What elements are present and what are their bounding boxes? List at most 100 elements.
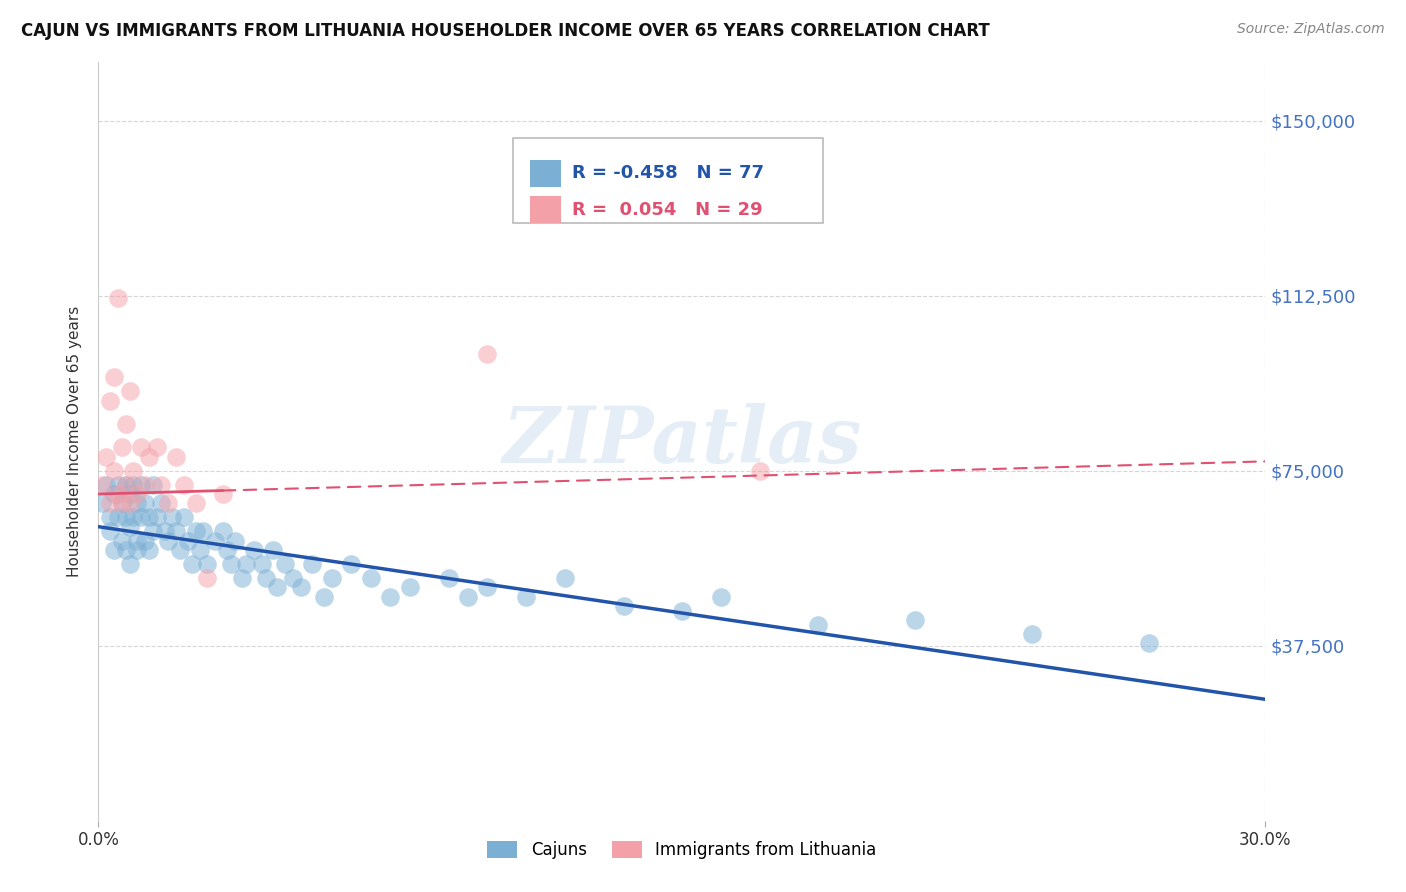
Point xyxy=(290,580,312,594)
Point xyxy=(157,496,180,510)
Point xyxy=(98,510,121,524)
Point xyxy=(165,450,187,464)
Point xyxy=(204,533,226,548)
Point xyxy=(184,524,207,539)
Point xyxy=(96,477,118,491)
Point xyxy=(114,417,136,431)
Point xyxy=(613,599,636,613)
Point xyxy=(904,613,927,627)
Point xyxy=(134,496,156,510)
Point xyxy=(671,604,693,618)
Point xyxy=(98,393,121,408)
Text: R =  0.054   N = 29: R = 0.054 N = 29 xyxy=(572,201,763,219)
Text: R = -0.458   N = 77: R = -0.458 N = 77 xyxy=(572,164,765,183)
Point xyxy=(1137,636,1160,650)
Text: CAJUN VS IMMIGRANTS FROM LITHUANIA HOUSEHOLDER INCOME OVER 65 YEARS CORRELATION : CAJUN VS IMMIGRANTS FROM LITHUANIA HOUSE… xyxy=(21,22,990,40)
Point xyxy=(250,557,273,571)
Point xyxy=(127,543,149,558)
Point xyxy=(91,496,114,510)
Point xyxy=(195,557,218,571)
Point xyxy=(149,496,172,510)
Point xyxy=(111,496,134,510)
Point xyxy=(114,477,136,491)
Point xyxy=(281,571,304,585)
Point xyxy=(103,370,125,384)
Point xyxy=(142,477,165,491)
Point xyxy=(748,464,770,478)
Point xyxy=(103,464,125,478)
Point xyxy=(103,543,125,558)
Point xyxy=(157,533,180,548)
Point xyxy=(193,524,215,539)
Point xyxy=(118,519,141,533)
Point xyxy=(184,496,207,510)
Point xyxy=(177,533,200,548)
Point xyxy=(515,590,537,604)
Point xyxy=(98,496,121,510)
Point xyxy=(111,533,134,548)
Point xyxy=(165,524,187,539)
Point xyxy=(380,590,402,604)
Point xyxy=(118,496,141,510)
Point xyxy=(360,571,382,585)
Point xyxy=(266,580,288,594)
Point xyxy=(477,580,499,594)
Point xyxy=(134,533,156,548)
Point xyxy=(138,510,160,524)
Point xyxy=(554,571,576,585)
Point xyxy=(122,464,145,478)
Point xyxy=(477,347,499,361)
Point xyxy=(129,477,152,491)
Point xyxy=(710,590,733,604)
Point xyxy=(122,510,145,524)
Point xyxy=(457,590,479,604)
Point xyxy=(173,510,195,524)
Point xyxy=(138,450,160,464)
Point xyxy=(274,557,297,571)
Point xyxy=(146,441,169,455)
Point xyxy=(129,441,152,455)
Point xyxy=(162,510,184,524)
Point xyxy=(114,477,136,491)
Point xyxy=(321,571,343,585)
Point xyxy=(212,487,235,501)
Point xyxy=(188,543,211,558)
Point xyxy=(129,510,152,524)
Point xyxy=(91,477,114,491)
Point xyxy=(312,590,335,604)
Point xyxy=(262,543,284,558)
Point xyxy=(169,543,191,558)
Point xyxy=(103,487,125,501)
Point xyxy=(173,477,195,491)
Point xyxy=(111,496,134,510)
Point xyxy=(195,571,218,585)
Point xyxy=(212,524,235,539)
Point xyxy=(118,557,141,571)
Point xyxy=(301,557,323,571)
Point xyxy=(138,543,160,558)
Point xyxy=(180,557,202,571)
Point xyxy=(153,524,176,539)
Point xyxy=(114,543,136,558)
Point xyxy=(149,477,172,491)
Point xyxy=(107,487,129,501)
Point xyxy=(98,524,121,539)
Point xyxy=(254,571,277,585)
Point xyxy=(127,496,149,510)
Point xyxy=(340,557,363,571)
Point xyxy=(114,510,136,524)
Legend: Cajuns, Immigrants from Lithuania: Cajuns, Immigrants from Lithuania xyxy=(481,834,883,865)
Y-axis label: Householder Income Over 65 years: Householder Income Over 65 years xyxy=(67,306,83,577)
Point xyxy=(107,510,129,524)
Point xyxy=(127,487,149,501)
Point xyxy=(219,557,242,571)
Point xyxy=(96,450,118,464)
Point xyxy=(807,617,830,632)
Point xyxy=(134,477,156,491)
Point xyxy=(127,533,149,548)
Point xyxy=(231,571,253,585)
Point xyxy=(398,580,420,594)
Point xyxy=(146,510,169,524)
Point xyxy=(437,571,460,585)
Point xyxy=(118,487,141,501)
